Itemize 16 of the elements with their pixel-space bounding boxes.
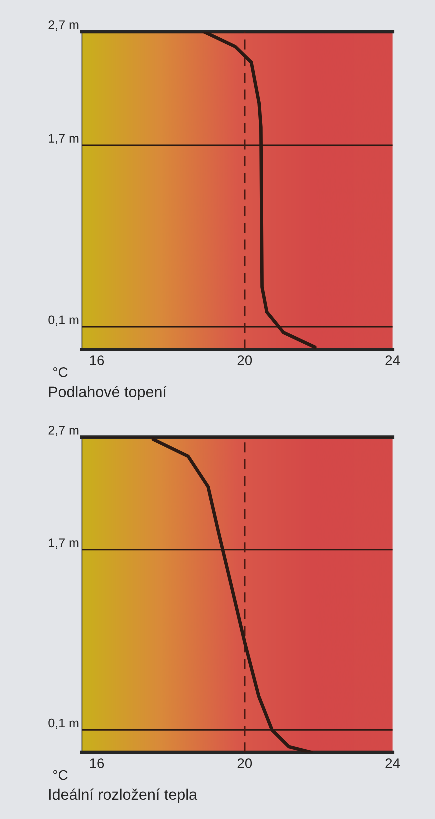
y-tick-label: 0,1 m: [48, 316, 79, 326]
y-tick-label: 2,7 m: [48, 426, 79, 436]
text: Podlahové topení: [49, 386, 167, 401]
y-tick-label: 0,1 m: [48, 718, 79, 730]
x-tick-label: 20: [238, 356, 252, 366]
y-tick-label: 2,7 m: [48, 20, 79, 31]
text: Ideální rozložení tepla: [49, 788, 198, 804]
y-tick-label: 1,7 m: [49, 538, 79, 549]
x-tick-label: 24: [386, 758, 400, 768]
x-tick-label: 24: [386, 356, 400, 366]
x-tick-label: 16: [90, 356, 104, 366]
x-axis-title: °C: [54, 770, 68, 780]
y-tick-label: 1,7 m: [49, 134, 79, 144]
x-axis-title: °C: [54, 368, 68, 378]
x-tick-label: 16: [90, 758, 104, 768]
x-tick-label: 20: [238, 758, 252, 768]
